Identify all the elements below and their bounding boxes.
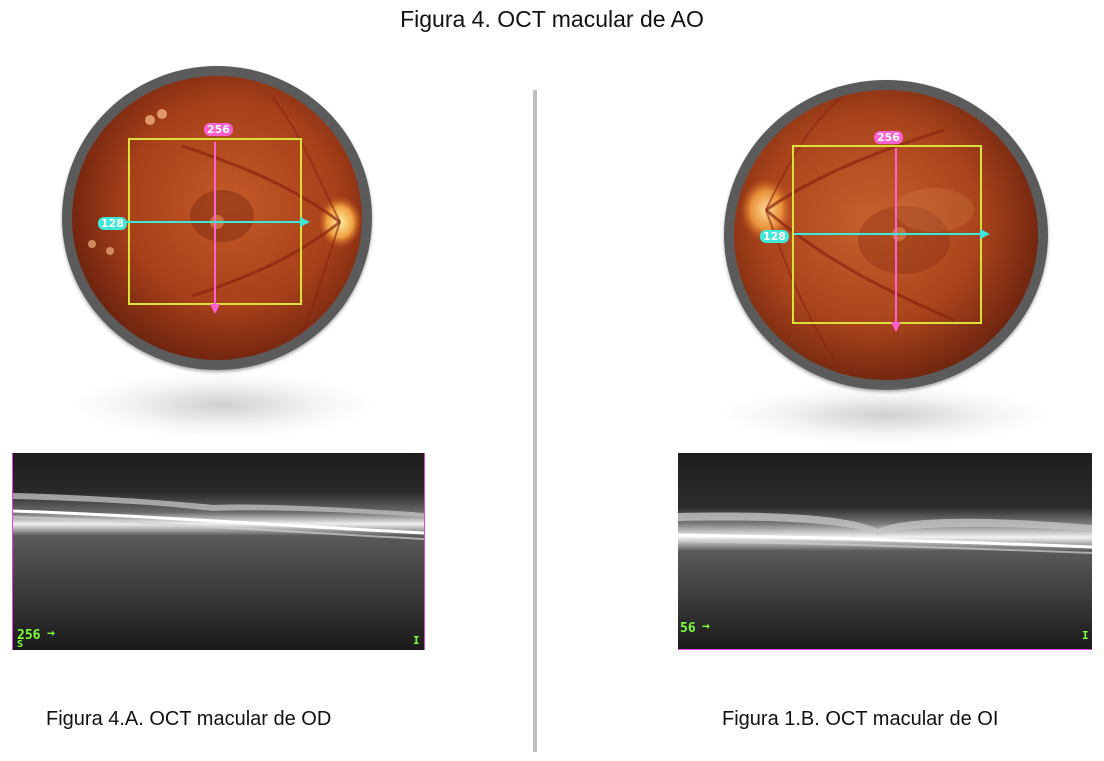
oct-image-od: [13, 453, 424, 650]
fundus-photo-oi: 256 128: [724, 80, 1048, 390]
caption-oi: Figura 1.B. OCT macular de OI: [722, 708, 999, 730]
horizontal-scan-label: 128: [760, 230, 789, 243]
oct-scan-number: 256: [17, 628, 41, 643]
oct-scan-oi: 56 → I: [678, 453, 1092, 650]
horizontal-scan-label: 128: [98, 217, 127, 230]
oct-image-oi: [678, 453, 1092, 649]
oct-arrow-icon: →: [702, 619, 710, 634]
oct-end-mark: I: [1082, 629, 1089, 642]
figure-title: Figura 4. OCT macular de AO: [400, 6, 704, 32]
caption-od: Figura 4.A. OCT macular de OD: [46, 708, 332, 730]
vertical-scan-label: 256: [204, 123, 233, 136]
panel-divider: [533, 90, 537, 752]
fundus-reflection-od: [72, 372, 372, 438]
fundus-reflection-oi: [722, 386, 1048, 444]
vertical-scan-label: 256: [874, 131, 903, 144]
oct-side-mark: S: [17, 639, 24, 650]
oct-scan-number: 56: [680, 621, 696, 636]
oct-arrow-icon: →: [47, 626, 55, 641]
oct-scan-od: 256 → S I: [12, 453, 425, 650]
fundus-photo-od: 256 128: [62, 66, 372, 370]
oct-end-mark: I: [413, 634, 420, 647]
